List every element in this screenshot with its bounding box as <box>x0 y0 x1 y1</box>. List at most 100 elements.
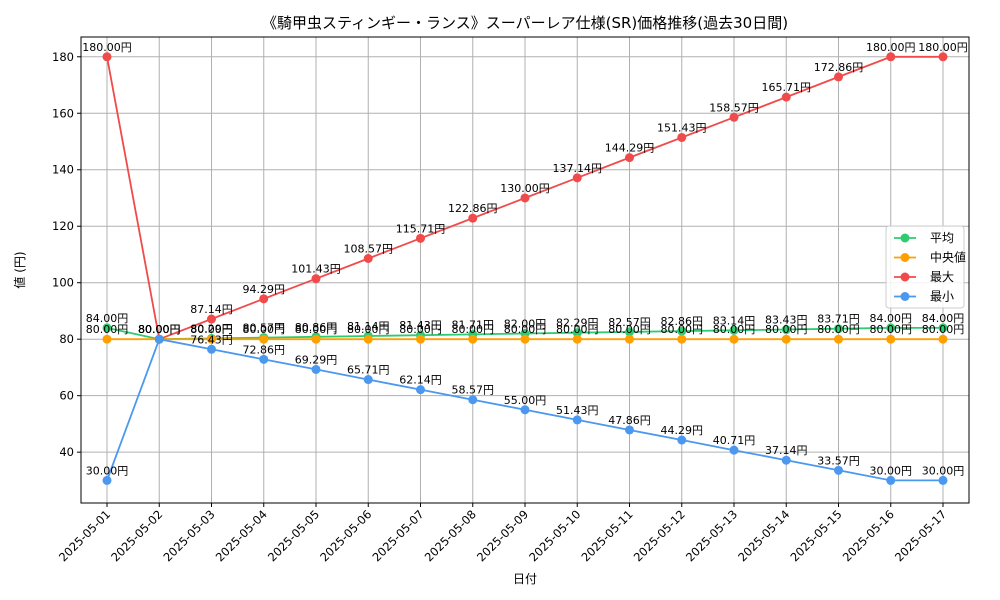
data-point <box>886 334 896 344</box>
data-point <box>207 314 216 324</box>
data-label: 108.57円 <box>344 243 394 256</box>
data-label: 82.86円 <box>661 315 704 328</box>
data-label: 81.14円 <box>347 320 390 333</box>
x-tick-label: 2025-05-05 <box>265 507 322 564</box>
data-point <box>677 435 687 445</box>
y-axis: 40 60 80 100 120 140 160 180 <box>52 50 81 459</box>
legend-marker <box>900 233 910 243</box>
data-point <box>207 344 216 354</box>
data-label: 30.00円 <box>870 464 913 477</box>
data-point <box>938 475 948 485</box>
data-point <box>625 153 634 163</box>
data-label: 58.57円 <box>452 384 495 397</box>
legend-marker <box>900 272 910 282</box>
legend-label: 平均 <box>930 231 954 245</box>
data-label: 81.71円 <box>452 318 495 331</box>
x-tick-label: 2025-05-02 <box>108 507 165 564</box>
data-point <box>520 334 530 344</box>
data-point <box>102 475 112 485</box>
data-point <box>781 455 791 465</box>
data-label: 80.00円 <box>138 323 181 336</box>
data-point <box>102 52 112 62</box>
data-point <box>834 465 843 475</box>
data-point <box>625 425 634 435</box>
data-point <box>416 233 425 243</box>
x-tick-label: 2025-05-09 <box>474 507 531 564</box>
legend-marker <box>900 253 910 262</box>
data-label: 130.00円 <box>500 182 550 195</box>
x-tick-label: 2025-05-11 <box>578 507 635 564</box>
data-point <box>311 274 321 284</box>
data-label: 80.00円 <box>817 323 860 336</box>
y-tick-label: 40 <box>59 445 74 459</box>
data-point <box>729 325 739 335</box>
grid <box>81 37 969 503</box>
data-point <box>572 415 582 425</box>
x-axis-label: 日付 <box>513 572 537 586</box>
data-point <box>520 405 530 415</box>
data-label: 94.29円 <box>243 283 286 296</box>
data-label: 180.00円 <box>866 41 916 54</box>
data-label: 80.00円 <box>922 323 965 336</box>
x-tick-label: 2025-05-07 <box>369 507 426 564</box>
x-tick-label: 2025-05-03 <box>160 507 217 564</box>
data-point <box>572 334 582 344</box>
data-point <box>468 395 478 405</box>
x-axis: 2025-05-012025-05-022025-05-032025-05-04… <box>56 503 949 564</box>
series-3 <box>102 52 948 344</box>
data-point <box>572 173 582 183</box>
data-point <box>311 334 321 344</box>
data-label: 80.00円 <box>138 323 181 336</box>
data-point <box>781 325 791 335</box>
data-label: 101.43円 <box>291 263 341 276</box>
data-label: 137.14円 <box>553 162 603 175</box>
data-label: 80.00円 <box>138 323 181 336</box>
y-axis-label: 値 (円) <box>12 251 27 288</box>
data-label: 80.57円 <box>243 322 286 335</box>
data-point <box>468 334 478 344</box>
data-point <box>207 334 216 344</box>
data-point <box>834 324 843 334</box>
data-label: 80.00円 <box>556 323 599 336</box>
data-label: 47.86円 <box>608 414 651 427</box>
data-point <box>834 72 843 82</box>
data-point <box>520 193 530 203</box>
y-tick-label: 120 <box>52 219 74 233</box>
data-label: 81.43円 <box>399 319 442 332</box>
data-point <box>938 334 948 344</box>
data-label: 84.00円 <box>870 312 913 325</box>
x-tick-label: 2025-05-04 <box>213 507 270 564</box>
legend-label: 最大 <box>930 270 954 284</box>
data-label: 30.00円 <box>86 464 129 477</box>
data-label: 30.00円 <box>922 464 965 477</box>
data-label: 76.43円 <box>190 333 233 346</box>
data-point <box>781 334 791 344</box>
data-point <box>102 334 112 344</box>
x-tick-label: 2025-05-12 <box>631 507 688 564</box>
data-point <box>625 334 634 344</box>
data-point <box>102 323 112 333</box>
data-point <box>311 364 321 374</box>
chart-title: 《騎甲虫スティンギー・ランス》スーパーレア仕様(SR)価格推移(過去30日間) <box>262 14 788 32</box>
data-label: 84.00円 <box>922 312 965 325</box>
data-point <box>729 445 739 455</box>
x-tick-label: 2025-05-15 <box>787 507 844 564</box>
x-tick-label: 2025-05-16 <box>840 507 897 564</box>
data-point <box>572 328 582 338</box>
x-tick-label: 2025-05-06 <box>317 507 374 564</box>
data-label: 40.71円 <box>713 434 756 447</box>
data-point <box>729 112 739 122</box>
data-label: 80.00円 <box>138 323 181 336</box>
data-label: 33.57円 <box>817 454 860 467</box>
legend-item: 最小 <box>894 290 954 304</box>
data-label: 37.14円 <box>765 444 808 457</box>
data-label: 115.71円 <box>396 222 446 235</box>
data-label: 80.00円 <box>243 323 286 336</box>
data-point <box>363 334 373 344</box>
data-label: 55.00円 <box>504 394 547 407</box>
data-label: 80.00円 <box>608 323 651 336</box>
data-label: 180.00円 <box>82 41 132 54</box>
data-label: 80.00円 <box>765 323 808 336</box>
